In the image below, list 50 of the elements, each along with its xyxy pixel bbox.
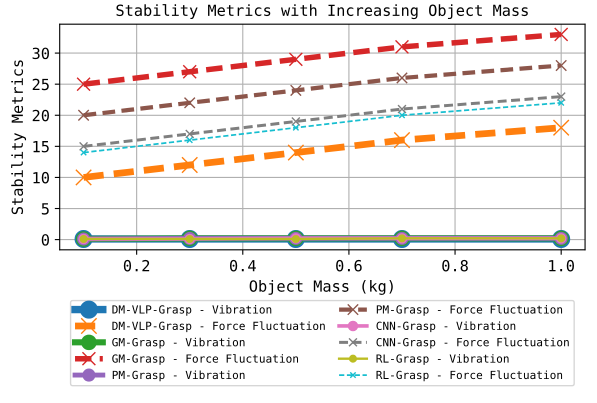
x-tick-label: 1.0: [549, 260, 574, 272]
point: [397, 104, 407, 114]
legend-label: CNN-Grasp - Force Fluctuation: [376, 338, 569, 349]
point: [552, 119, 570, 136]
legend-label: PM-Grasp - Force Fluctuation: [376, 304, 562, 316]
point: [76, 77, 91, 92]
legend-label: CNN-Grasp - Vibration: [376, 321, 516, 332]
point: [185, 129, 194, 139]
y-tick-label: 0: [42, 234, 49, 246]
chart-title: Stability Metrics with Increasing Object Mass: [116, 4, 528, 20]
x-tick-label: 0.6: [336, 260, 362, 272]
point: [75, 169, 92, 186]
x-tick-label: 0.4: [230, 260, 256, 272]
x-tick-label: 0.8: [442, 260, 468, 272]
y-axis-title: Stability Metrics: [11, 60, 26, 214]
point: [558, 99, 565, 106]
point: [398, 112, 406, 119]
y-tick-label: 15: [33, 141, 49, 152]
y-tick-label: 20: [32, 110, 49, 122]
legend-label: PM-Grasp - Vibration: [112, 370, 244, 382]
point: [555, 60, 568, 72]
point: [78, 142, 88, 151]
point: [291, 116, 300, 126]
y-tick-label: 30: [32, 48, 49, 60]
point: [556, 92, 566, 102]
point: [78, 109, 90, 122]
point: [184, 96, 196, 109]
point: [394, 132, 410, 149]
point: [396, 72, 408, 84]
y-tick-label: 25: [32, 78, 49, 90]
legend-label: RL-Grasp - Vibration: [376, 354, 509, 365]
legend-label: RL-Grasp - Force Fluctuation: [376, 370, 562, 382]
point: [394, 40, 410, 54]
point: [181, 156, 198, 174]
point: [287, 144, 304, 161]
y-tick-label: 5: [42, 203, 49, 215]
point: [182, 64, 197, 79]
point: [80, 149, 87, 156]
legend-label: DM-VLP-Grasp - Force Fluctuation: [112, 321, 325, 332]
x-axis-title: Object Mass (kg): [250, 280, 393, 295]
point: [554, 27, 568, 42]
x-tick-label: 0.2: [124, 260, 150, 272]
point: [186, 136, 194, 144]
point: [292, 124, 300, 132]
point: [290, 84, 302, 96]
y-tick-label: 10: [33, 172, 49, 184]
point: [288, 52, 303, 66]
legend-label: GM-Grasp - Vibration: [112, 338, 244, 349]
legend-label: GM-Grasp - Force Fluctuation: [112, 354, 298, 365]
legend-label: DM-VLP-Grasp - Vibration: [112, 305, 272, 316]
